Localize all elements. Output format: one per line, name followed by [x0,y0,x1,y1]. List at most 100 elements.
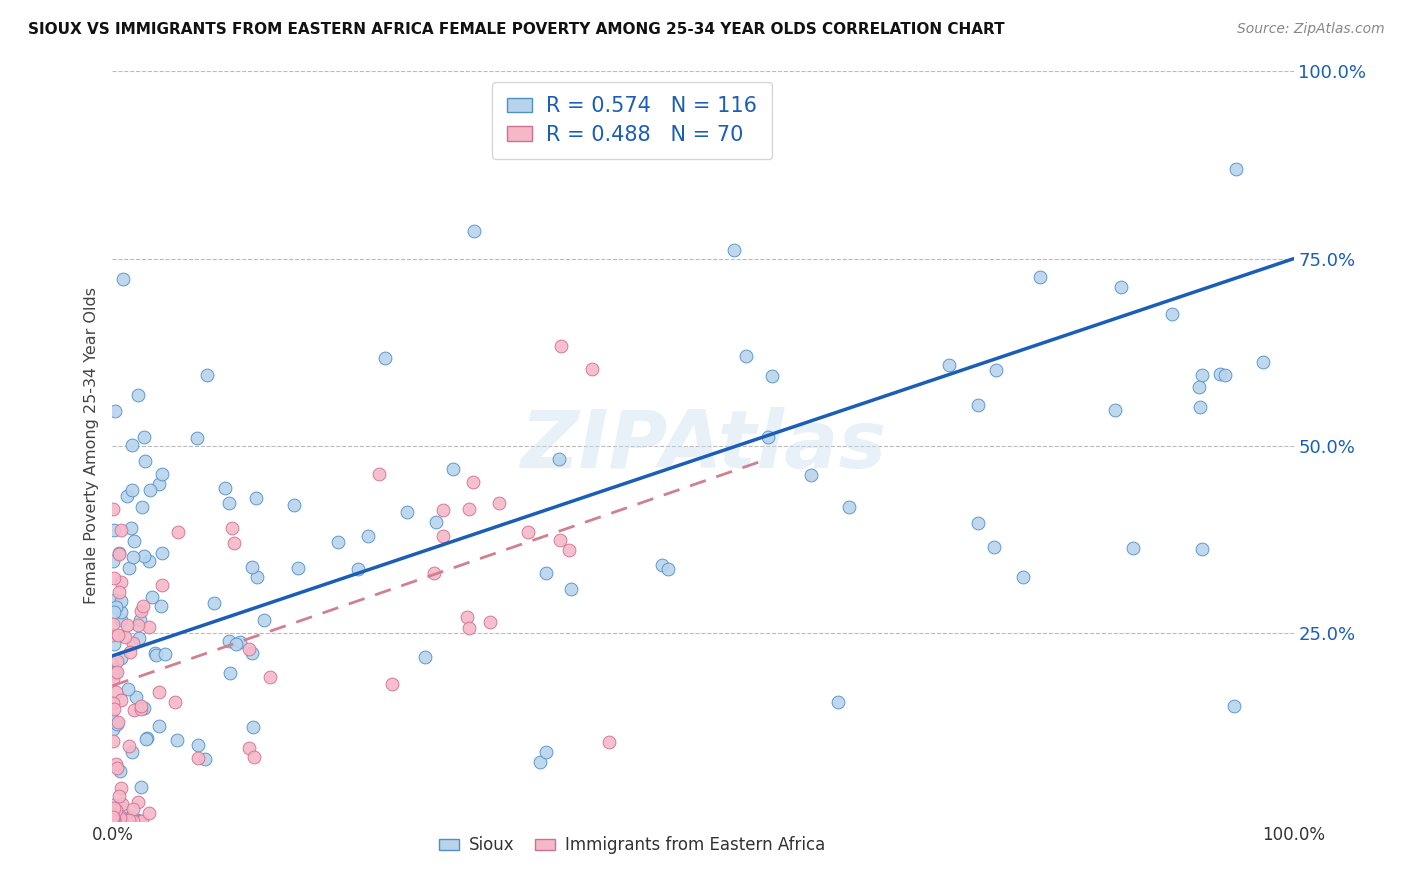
Point [1109,280,1132,294]
Point [136,731,159,746]
Point [122,802,145,816]
Point [103,801,125,815]
Point [107,789,129,804]
Point [101,810,124,824]
Point [165,695,187,709]
Point [103,810,125,824]
Point [967,398,990,412]
Point [756,430,779,444]
Legend: Sioux, Immigrants from Eastern Africa: Sioux, Immigrants from Eastern Africa [433,830,832,861]
Point [125,690,148,705]
Point [138,620,160,634]
Point [827,694,849,708]
Point [458,621,481,635]
Point [101,554,124,568]
Point [101,814,124,828]
Point [101,813,124,827]
Point [128,631,150,645]
Point [463,475,485,489]
Point [150,599,173,614]
Point [103,813,125,827]
Point [104,808,127,822]
Point [101,813,124,827]
Point [148,477,170,491]
Point [108,814,131,828]
Point [800,468,823,483]
Point [581,361,603,376]
Point [115,490,138,504]
Point [550,339,572,353]
Point [432,529,454,543]
Point [150,546,173,560]
Point [110,693,132,707]
Point [110,523,132,537]
Point [105,685,128,699]
Point [108,585,131,599]
Point [456,609,478,624]
Point [134,454,156,468]
Point [104,600,127,615]
Point [148,718,170,732]
Text: SIOUX VS IMMIGRANTS FROM EASTERN AFRICA FEMALE POVERTY AMONG 25-34 YEAR OLDS COR: SIOUX VS IMMIGRANTS FROM EASTERN AFRICA … [28,22,1005,37]
Point [259,670,281,684]
Point [287,561,309,575]
Point [186,431,208,445]
Point [103,523,125,537]
Point [1251,355,1274,369]
Point [218,634,240,648]
Point [129,699,152,714]
Point [104,665,127,680]
Point [167,524,190,539]
Point [101,814,124,828]
Point [122,636,145,650]
Point [148,685,170,699]
Text: Source: ZipAtlas.com: Source: ZipAtlas.com [1237,22,1385,37]
Point [103,813,125,827]
Point [121,745,143,759]
Point [488,496,510,510]
Point [121,483,143,498]
Point [131,500,153,515]
Point [166,733,188,747]
Point [118,739,141,753]
Point [1209,368,1232,382]
Point [127,617,149,632]
Point [1028,269,1050,284]
Point [105,813,128,827]
Point [368,467,391,481]
Point [101,797,124,812]
Point [121,550,143,565]
Point [221,521,243,535]
Point [141,590,163,604]
Point [101,712,124,726]
Point [225,637,247,651]
Point [101,807,124,822]
Point [558,542,581,557]
Point [479,615,502,629]
Point [103,813,125,827]
Point [122,703,145,717]
Point [101,502,124,516]
Point [425,516,447,530]
Point [103,702,125,716]
Point [110,800,132,814]
Point [131,814,153,828]
Point [104,803,127,817]
Point [103,672,125,686]
Point [1188,401,1211,415]
Point [115,618,138,632]
Point [103,571,125,585]
Point [101,809,124,823]
Point [1104,402,1126,417]
Point [105,717,128,731]
Point [187,738,209,752]
Point [1161,307,1184,321]
Point [150,577,173,591]
Point [120,520,142,534]
Point [101,810,124,824]
Point [121,437,143,451]
Point [107,714,129,729]
Point [1191,368,1213,382]
Point [103,814,125,828]
Point [101,814,124,828]
